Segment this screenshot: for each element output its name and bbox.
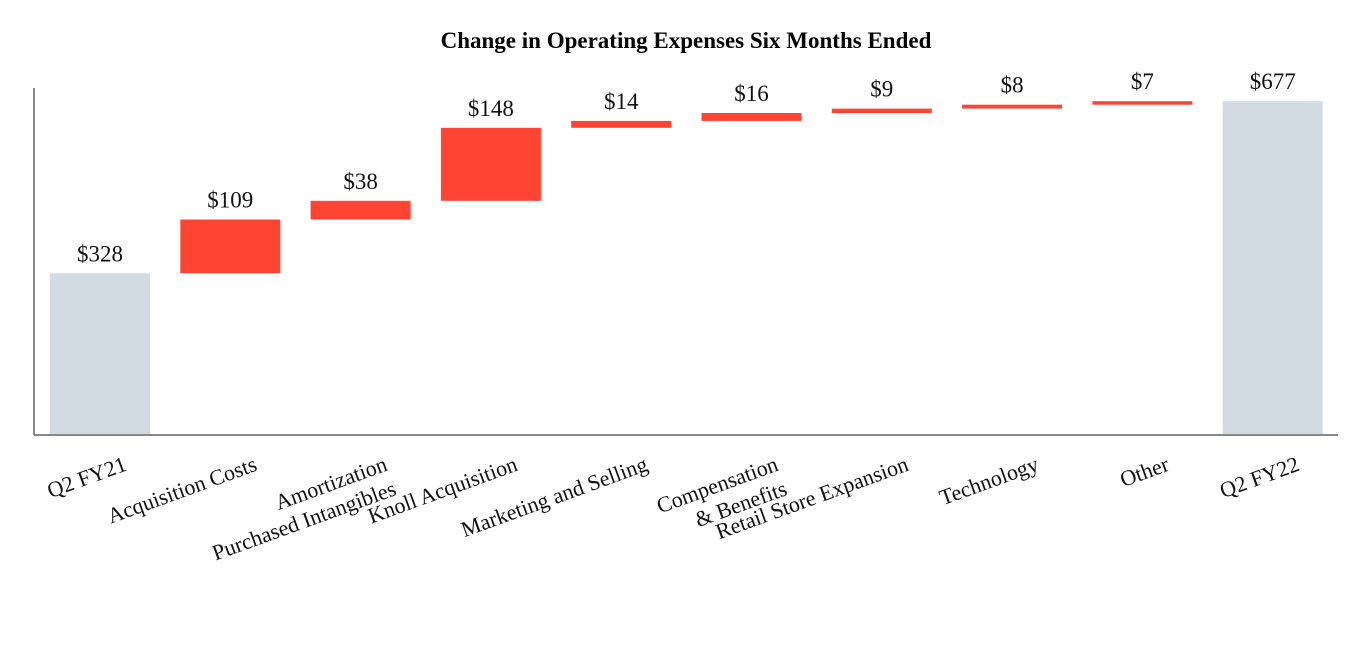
bar-8 bbox=[1092, 101, 1193, 105]
x-tick-label-line: Acquisition Costs bbox=[104, 451, 260, 528]
x-tick-label-line: Q2 FY21 bbox=[44, 451, 130, 503]
bar-9 bbox=[1222, 101, 1323, 435]
x-tick-label-9: Q2 FY22 bbox=[1216, 451, 1302, 503]
bar-2 bbox=[310, 200, 411, 220]
x-tick-label-line: Q2 FY22 bbox=[1216, 451, 1302, 503]
bar-1 bbox=[180, 219, 281, 274]
x-tick-label-1: Acquisition Costs bbox=[104, 451, 260, 528]
bar-0 bbox=[50, 273, 150, 435]
data-label-4: $14 bbox=[604, 89, 639, 114]
data-label-3: $148 bbox=[468, 96, 514, 121]
data-label-8: $7 bbox=[1131, 69, 1154, 94]
x-tick-label-line: Other bbox=[1116, 451, 1172, 492]
data-label-7: $8 bbox=[1001, 73, 1024, 98]
data-labels-group: $328 $109 $38 $148 $14 $16 $9 $8 $7 $677 bbox=[77, 69, 1296, 266]
x-tick-label-7: Technology bbox=[936, 451, 1042, 510]
x-tick-label-0: Q2 FY21 bbox=[44, 451, 130, 503]
chart-title: Change in Operating Expenses Six Months … bbox=[441, 28, 932, 53]
x-tick-label-8: Other bbox=[1116, 451, 1172, 492]
data-label-0: $328 bbox=[77, 241, 123, 266]
data-label-5: $16 bbox=[734, 81, 769, 106]
data-label-6: $9 bbox=[870, 77, 893, 102]
x-tick-label-line: Technology bbox=[936, 451, 1042, 510]
data-label-1: $109 bbox=[207, 188, 253, 213]
bar-5 bbox=[701, 113, 802, 121]
data-label-9: $677 bbox=[1250, 69, 1296, 94]
bar-4 bbox=[571, 120, 672, 128]
bars-group bbox=[50, 101, 1323, 435]
bar-7 bbox=[962, 104, 1063, 109]
bar-6 bbox=[831, 108, 932, 113]
data-label-2: $38 bbox=[343, 169, 378, 194]
bar-3 bbox=[440, 127, 541, 201]
